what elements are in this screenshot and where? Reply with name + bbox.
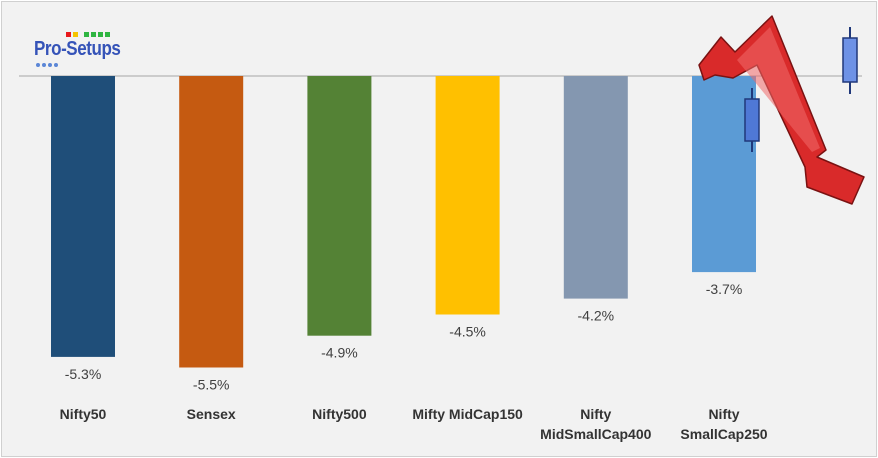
- logo-square-red: [66, 32, 71, 37]
- bar-2: [179, 76, 244, 368]
- logo-square-green-1: [84, 32, 89, 37]
- category-label-6-line-1: Nifty: [708, 406, 739, 422]
- logo-square-yellow: [73, 32, 78, 37]
- category-label-3: Nifty500: [312, 406, 367, 422]
- category-labels-group: Nifty50 Sensex Nifty500 Mifty MidCap150 Nift…: [60, 406, 768, 442]
- value-labels-group: -5.3% -5.5% -4.9% -4.5% -4.2% -3.7%: [65, 281, 743, 392]
- value-label-3: -4.9%: [321, 345, 358, 361]
- logo-text: Pro-Setups: [34, 38, 121, 60]
- category-label-6-line-2: SmallCap250: [680, 426, 767, 442]
- red-downtrend-arrow-icon: [698, 15, 865, 205]
- blue-candlestick-icon: [744, 88, 760, 152]
- bar-5: [563, 76, 628, 299]
- logo-square-green-4: [105, 32, 110, 37]
- category-label-2: Sensex: [187, 406, 236, 422]
- value-label-2: -5.5%: [193, 377, 230, 393]
- blue-candlestick-icon-small: [842, 27, 858, 94]
- value-label-4: -4.5%: [449, 324, 486, 340]
- logo-dot: [42, 63, 46, 67]
- logo-dot: [48, 63, 52, 67]
- pro-setups-logo: Pro-Setups: [34, 26, 124, 72]
- logo-square-green-2: [91, 32, 96, 37]
- logo-dot: [54, 63, 58, 67]
- logo-dot: [36, 63, 40, 67]
- value-label-5: -4.2%: [578, 308, 615, 324]
- bar-3: [307, 76, 372, 336]
- logo-square-green-3: [98, 32, 103, 37]
- category-label-5-line-1: Nifty: [580, 406, 611, 422]
- category-label-4: Mifty MidCap150: [412, 406, 523, 422]
- value-label-1: -5.3%: [65, 366, 102, 382]
- category-label-1: Nifty50: [60, 406, 107, 422]
- bar-1: [51, 76, 115, 357]
- value-label-6: -3.7%: [706, 281, 743, 297]
- bars-group: [51, 76, 756, 368]
- bar-4: [435, 76, 500, 315]
- category-label-5-line-2: MidSmallCap400: [540, 426, 651, 442]
